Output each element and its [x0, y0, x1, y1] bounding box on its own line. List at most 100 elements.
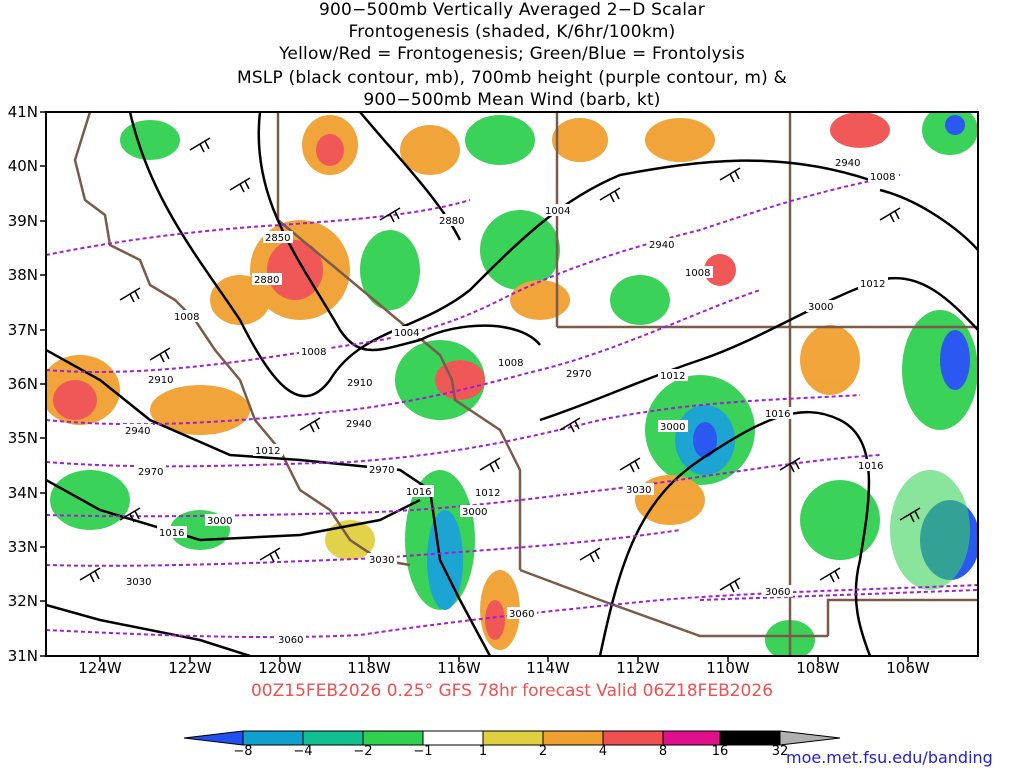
height-label: 2970 [564, 367, 594, 380]
svg-text:3030: 3030 [626, 485, 651, 496]
height-label: 2880 [252, 273, 282, 286]
mslp-label: 1012 [473, 486, 503, 499]
valid-time-line: 00Z15FEB2026 0.25° GFS 78hr forecast Val… [250, 681, 774, 701]
mslp-label: 1012 [253, 444, 283, 457]
svg-text:1016: 1016 [858, 461, 883, 472]
mslp-label: 1008 [868, 170, 898, 183]
title-line-1: 900−500mb Vertically Averaged 2−D Scalar [319, 0, 705, 20]
svg-text:3000: 3000 [207, 516, 232, 527]
lon-label: 112W [616, 659, 660, 677]
svg-text:3060: 3060 [509, 609, 534, 620]
svg-text:2910: 2910 [347, 378, 372, 389]
colorbar-label: 8 [658, 744, 668, 759]
svg-text:1008: 1008 [685, 268, 710, 279]
svg-text:2880: 2880 [439, 216, 464, 227]
svg-text:2910: 2910 [148, 375, 173, 386]
title-line-4: MSLP (black contour, mb), 700mb height (… [236, 68, 788, 88]
colorbar [183, 730, 841, 746]
height-label: 2910 [345, 376, 375, 389]
svg-text:1016: 1016 [406, 487, 431, 498]
mslp-label: 1016 [157, 526, 187, 539]
svg-text:1004: 1004 [394, 328, 419, 339]
height-label: 2940 [833, 156, 863, 169]
colorbar-label: 4 [598, 744, 608, 759]
height-label: 3060 [763, 585, 793, 598]
height-label: 3030 [124, 575, 154, 588]
svg-text:3030: 3030 [126, 577, 151, 588]
height-label: 3060 [507, 607, 537, 620]
svg-text:1012: 1012 [475, 488, 500, 499]
svg-text:1012: 1012 [660, 371, 685, 382]
lat-label: 33N [7, 538, 38, 556]
lat-label: 35N [7, 429, 38, 447]
lat-label: 37N [7, 321, 38, 339]
height-label: 2970 [367, 463, 397, 476]
svg-text:1008: 1008 [498, 358, 523, 369]
height-label: 2850 [263, 231, 293, 244]
credit-link[interactable]: moe.met.fsu.edu/banding [786, 748, 993, 767]
svg-text:1016: 1016 [765, 409, 790, 420]
height-label: 3000 [806, 300, 836, 313]
map-plot-area: 1004 1008 1008 1004 1008 1008 1012 1016 … [46, 112, 978, 656]
lat-label: 36N [7, 375, 38, 393]
svg-text:2940: 2940 [125, 426, 150, 437]
lon-label: 120W [258, 659, 302, 677]
svg-text:2940: 2940 [835, 158, 860, 169]
mslp-label: 1004 [392, 326, 422, 339]
height-label: 3000 [460, 505, 490, 518]
axis-ticks [40, 111, 909, 662]
mslp-label-text: 1004 [545, 206, 570, 217]
svg-text:2970: 2970 [369, 465, 394, 476]
mslp-label: 1008 [172, 310, 202, 323]
height-label: 3000 [658, 420, 688, 433]
height-label: 2940 [344, 417, 374, 430]
mslp-label: 1008 [496, 356, 526, 369]
lat-label: 31N [7, 647, 38, 665]
state-boundaries [73, 112, 978, 656]
lat-label: 40N [7, 157, 38, 175]
title-line-2: Frontogenesis (shaded, K/6hr/100km) [348, 22, 676, 42]
svg-text:2880: 2880 [254, 275, 279, 286]
svg-text:3060: 3060 [765, 587, 790, 598]
height-label: 2940 [123, 424, 153, 437]
colorbar-label: 2 [538, 744, 548, 759]
height-label: 3000 [205, 514, 235, 527]
mslp-label: 1016 [404, 485, 434, 498]
colorbar-label: 1 [478, 744, 488, 759]
svg-text:2970: 2970 [566, 369, 591, 380]
height-label: 3060 [276, 633, 306, 646]
mslp-label: 1008 [299, 345, 329, 358]
svg-text:1008: 1008 [870, 172, 895, 183]
svg-text:2940: 2940 [649, 240, 674, 251]
svg-text:3000: 3000 [660, 422, 685, 433]
title-line-3: Yellow/Red = Frontogenesis; Green/Blue =… [279, 44, 745, 64]
height-label: 2880 [437, 214, 467, 227]
lon-label: 110W [706, 659, 750, 677]
svg-text:1012: 1012 [255, 446, 280, 457]
lon-label: 108W [796, 659, 840, 677]
svg-text:3030: 3030 [369, 555, 394, 566]
height-label: 2940 [647, 238, 677, 251]
svg-text:1008: 1008 [174, 312, 199, 323]
lon-label: 116W [437, 659, 481, 677]
colorbar-label: 16 [711, 744, 729, 759]
colorbar-label: −2 [353, 744, 373, 759]
colorbar-label: −4 [293, 744, 313, 759]
svg-text:3000: 3000 [462, 507, 487, 518]
svg-text:1012: 1012 [860, 279, 885, 290]
mslp-contours [46, 112, 978, 656]
svg-text:2940: 2940 [346, 419, 371, 430]
lat-label: 34N [7, 484, 38, 502]
lon-label: 124W [78, 659, 122, 677]
svg-text:3060: 3060 [278, 635, 303, 646]
wind-barbs [79, 137, 921, 593]
height-label: 2970 [136, 465, 166, 478]
mslp-label: 1016 [763, 407, 793, 420]
svg-text:1016: 1016 [159, 528, 184, 539]
svg-text:2970: 2970 [138, 467, 163, 478]
lat-label: 41N [7, 103, 38, 121]
lat-label: 32N [7, 592, 38, 610]
mslp-label: 1016 [856, 459, 886, 472]
mslp-label: 1004 [543, 204, 573, 217]
